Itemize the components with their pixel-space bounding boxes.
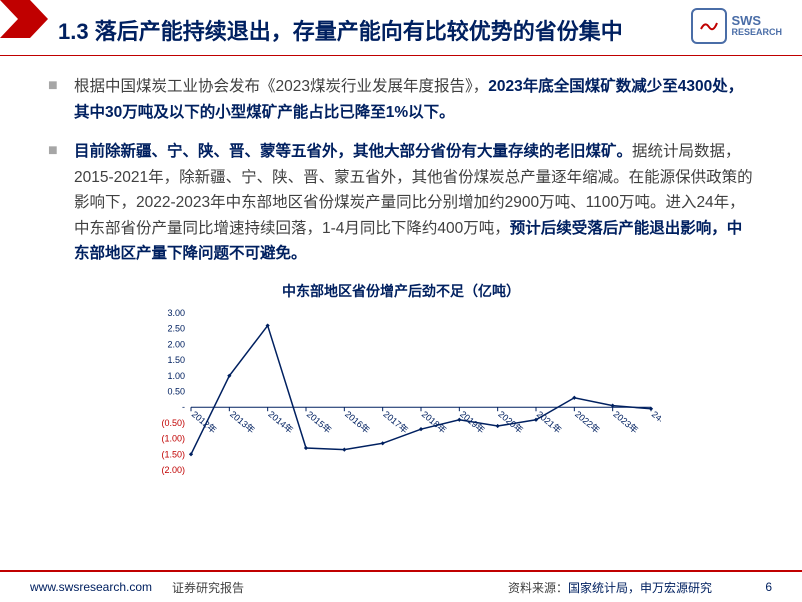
chart-title: 中东部地区省份增产后劲不足（亿吨） (48, 281, 754, 301)
bullet-text: 目前除新疆、宁、陕、晋、蒙等五省外，其他大部分省份有大量存续的老旧煤矿。据统计局… (74, 139, 754, 267)
svg-text:3.00: 3.00 (167, 308, 185, 318)
logo-text: SWS RESEARCH (731, 14, 782, 38)
svg-text:2.00: 2.00 (167, 339, 185, 349)
svg-text:2013年: 2013年 (228, 408, 257, 435)
logo-icon (691, 8, 727, 44)
logo-text-bottom: RESEARCH (731, 28, 782, 38)
footer-url: www.swsresearch.com (30, 580, 152, 594)
logo-text-top: SWS (731, 14, 782, 28)
svg-text:1.00: 1.00 (167, 371, 185, 381)
svg-text:2015年: 2015年 (305, 408, 334, 435)
bullet-marker: ■ (48, 77, 64, 93)
svg-text:2016年: 2016年 (343, 408, 372, 435)
red-chevron-decoration (0, 0, 54, 38)
bullet-text: 根据中国煤炭工业协会发布《2023煤炭行业发展年度报告》，2023年底全国煤矿数… (74, 74, 754, 125)
svg-text:(2.00): (2.00) (161, 465, 185, 475)
bullet-marker: ■ (48, 142, 64, 158)
svg-text:2014年: 2014年 (266, 408, 295, 435)
svg-text:2018年: 2018年 (420, 408, 449, 435)
slide-header: 1.3 落后产能持续退出，存量产能向有比较优势的省份集中 SWS RESEARC… (0, 0, 802, 56)
svg-text:2022年: 2022年 (573, 408, 602, 435)
bullet-item: ■ 根据中国煤炭工业协会发布《2023煤炭行业发展年度报告》，2023年底全国煤矿… (48, 74, 754, 125)
svg-text:(1.50): (1.50) (161, 449, 185, 459)
footer-source-value: 国家统计局，申万宏源研究 (568, 581, 712, 595)
content-area: ■ 根据中国煤炭工业协会发布《2023煤炭行业发展年度报告》，2023年底全国煤矿… (0, 56, 802, 500)
bullet-item: ■ 目前除新疆、宁、陕、晋、蒙等五省外，其他大部分省份有大量存续的老旧煤矿。据统计… (48, 139, 754, 267)
svg-text:(0.50): (0.50) (161, 418, 185, 428)
svg-text:(1.00): (1.00) (161, 434, 185, 444)
slide-title: 1.3 落后产能持续退出，存量产能向有比较优势的省份集中 (58, 14, 623, 46)
footer-source-label: 资料来源： (508, 581, 568, 595)
svg-text:2.50: 2.50 (167, 324, 185, 334)
footer-page-number: 6 (765, 580, 772, 594)
svg-text:24年1-4月: 24年1-4月 (650, 408, 661, 443)
svg-text:-: - (182, 402, 185, 412)
sws-logo: SWS RESEARCH (691, 8, 782, 44)
svg-text:2023年: 2023年 (611, 408, 640, 435)
footer-report-type: 证券研究报告 (172, 579, 244, 596)
footer-source: 资料来源：国家统计局，申万宏源研究 (508, 579, 712, 596)
line-chart: 3.00 2.50 2.00 1.50 1.00 0.50 - (0.50) (1.00) (1.… (141, 305, 661, 500)
svg-text:2017年: 2017年 (381, 408, 410, 435)
slide-footer: www.swsresearch.com 证券研究报告 资料来源：国家统计局，申万… (0, 570, 802, 602)
svg-text:2012年: 2012年 (190, 408, 219, 435)
svg-text:0.50: 0.50 (167, 386, 185, 396)
svg-text:1.50: 1.50 (167, 355, 185, 365)
